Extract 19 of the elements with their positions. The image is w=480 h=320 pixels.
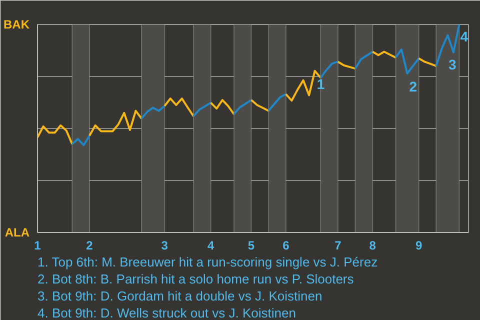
annotation: 2 (409, 78, 418, 94)
x-tick-label: 2 (86, 238, 94, 252)
x-tick-label: 8 (369, 238, 376, 252)
text: 2. Bot 8th: B. Parrish hit a solo home run vs P. Slooters (38, 272, 354, 286)
x-tick-label: 6 (282, 238, 290, 252)
x-tick-label: 3 (161, 238, 168, 252)
x-tick-label: 5 (248, 238, 255, 252)
annotation: 4 (460, 28, 468, 44)
text: 1. Top 6th: M. Breeuwer hit a run-scoring single vs J. Pérez (38, 254, 378, 270)
x-tick-label: 1 (34, 238, 42, 252)
annotation: 1 (316, 76, 325, 92)
x-tick-label: 9 (415, 238, 422, 252)
text: BAK (4, 18, 30, 32)
text: 3. Bot 9th: D. Gordam hit a double vs J. Koistinen (38, 288, 322, 304)
annotation: 3 (448, 56, 456, 72)
text: 4. Bot 9th: D. Wells struck out vs J. Koistinen (38, 306, 296, 320)
x-tick-label: 7 (334, 238, 342, 252)
text: ALA (4, 226, 30, 240)
x-tick-label: 4 (207, 238, 214, 252)
